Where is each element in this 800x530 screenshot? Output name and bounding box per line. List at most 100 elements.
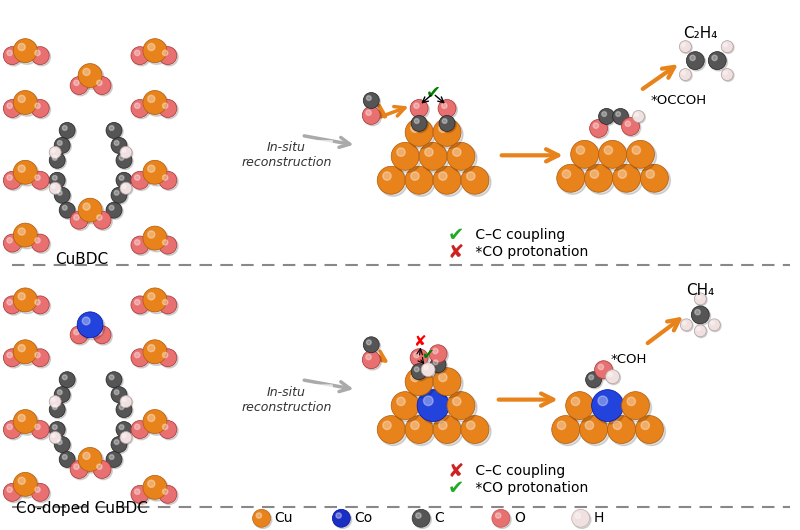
Circle shape	[50, 432, 62, 444]
Circle shape	[148, 43, 155, 51]
Circle shape	[50, 154, 66, 170]
Circle shape	[616, 112, 621, 117]
Circle shape	[623, 119, 641, 137]
Circle shape	[5, 422, 22, 440]
Circle shape	[438, 421, 447, 429]
Circle shape	[71, 327, 90, 345]
Circle shape	[59, 372, 75, 387]
Circle shape	[111, 387, 127, 403]
Circle shape	[55, 438, 71, 454]
Circle shape	[366, 96, 371, 101]
Circle shape	[162, 240, 168, 245]
Circle shape	[58, 140, 62, 145]
Circle shape	[33, 422, 50, 440]
Circle shape	[134, 352, 140, 358]
Circle shape	[50, 152, 65, 169]
Circle shape	[697, 295, 700, 299]
Circle shape	[112, 189, 128, 205]
Circle shape	[93, 461, 111, 479]
Circle shape	[3, 47, 22, 65]
Circle shape	[94, 78, 112, 96]
Circle shape	[18, 95, 26, 102]
Circle shape	[122, 398, 126, 402]
Circle shape	[51, 149, 55, 152]
Circle shape	[557, 164, 585, 192]
Circle shape	[411, 101, 430, 119]
Circle shape	[421, 363, 435, 377]
Circle shape	[121, 183, 133, 195]
Circle shape	[111, 137, 127, 153]
Circle shape	[52, 155, 57, 160]
Circle shape	[414, 510, 431, 528]
Circle shape	[364, 352, 382, 370]
Circle shape	[598, 396, 607, 405]
Circle shape	[594, 392, 626, 424]
Circle shape	[145, 290, 169, 314]
Circle shape	[3, 234, 22, 252]
Circle shape	[15, 92, 39, 116]
Circle shape	[143, 39, 167, 63]
Circle shape	[121, 432, 133, 444]
Circle shape	[93, 326, 111, 344]
Circle shape	[407, 120, 435, 148]
Circle shape	[97, 215, 102, 220]
Circle shape	[121, 396, 133, 409]
Circle shape	[50, 182, 61, 194]
Circle shape	[50, 403, 66, 419]
Text: CuBDC: CuBDC	[55, 252, 109, 267]
Circle shape	[60, 204, 76, 219]
Circle shape	[132, 350, 150, 368]
Circle shape	[708, 51, 726, 69]
Circle shape	[608, 373, 613, 377]
Circle shape	[159, 296, 177, 314]
Circle shape	[160, 173, 178, 191]
Circle shape	[562, 170, 570, 178]
Circle shape	[106, 122, 122, 138]
Circle shape	[58, 390, 62, 395]
Circle shape	[580, 416, 607, 444]
Circle shape	[114, 390, 119, 395]
Text: *CO protonation: *CO protonation	[471, 481, 588, 496]
Circle shape	[14, 160, 38, 184]
Circle shape	[33, 297, 50, 315]
Circle shape	[414, 119, 419, 123]
Circle shape	[148, 414, 155, 421]
Circle shape	[363, 337, 379, 353]
Circle shape	[31, 171, 50, 189]
Circle shape	[82, 317, 90, 325]
Circle shape	[120, 395, 132, 408]
Circle shape	[110, 126, 114, 130]
Circle shape	[33, 173, 50, 191]
Circle shape	[433, 348, 438, 354]
Circle shape	[610, 418, 638, 446]
Circle shape	[145, 162, 169, 186]
Text: Co-doped CuBDC: Co-doped CuBDC	[16, 501, 148, 516]
Circle shape	[378, 416, 405, 444]
Circle shape	[412, 509, 430, 527]
Circle shape	[118, 403, 133, 419]
Circle shape	[33, 235, 50, 253]
Circle shape	[709, 320, 721, 332]
Circle shape	[552, 416, 580, 444]
Circle shape	[433, 416, 461, 444]
Text: ✔: ✔	[422, 347, 434, 362]
Circle shape	[162, 175, 168, 180]
Circle shape	[646, 170, 654, 178]
Circle shape	[35, 299, 40, 305]
Circle shape	[419, 392, 451, 424]
Circle shape	[78, 64, 102, 87]
Text: In-situ
reconstruction: In-situ reconstruction	[242, 386, 332, 413]
Circle shape	[160, 297, 178, 315]
Circle shape	[145, 477, 169, 501]
Circle shape	[641, 164, 668, 192]
Circle shape	[80, 65, 104, 90]
Text: ✔: ✔	[426, 84, 441, 102]
Circle shape	[598, 364, 603, 370]
Circle shape	[438, 124, 447, 132]
Circle shape	[680, 69, 692, 82]
Circle shape	[162, 299, 168, 305]
Circle shape	[710, 53, 727, 71]
Circle shape	[622, 118, 639, 135]
Circle shape	[423, 396, 433, 405]
Circle shape	[633, 110, 645, 122]
